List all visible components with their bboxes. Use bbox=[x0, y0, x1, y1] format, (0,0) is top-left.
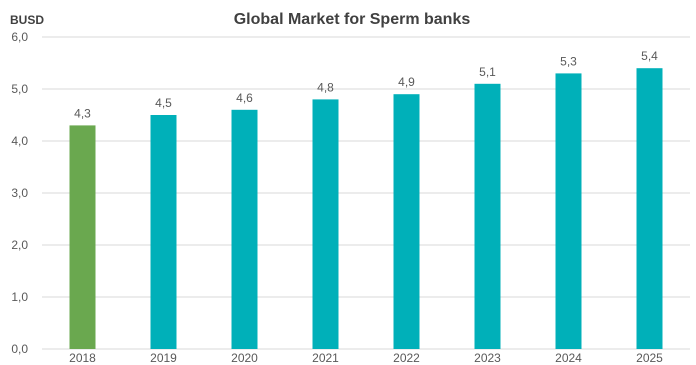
y-tick-label: 0,0 bbox=[11, 342, 28, 356]
data-label-2019: 4,5 bbox=[155, 96, 172, 110]
x-axis-tick-labels: 2018 2019 2020 2021 2022 2023 2024 2025 bbox=[69, 351, 663, 365]
y-tick-label: 3,0 bbox=[11, 186, 28, 200]
x-tick-label-2019: 2019 bbox=[150, 351, 177, 365]
data-label-2023: 5,1 bbox=[479, 65, 496, 79]
x-tick-label-2021: 2021 bbox=[312, 351, 339, 365]
gridlines bbox=[42, 36, 690, 350]
bar-2018 bbox=[69, 125, 96, 350]
x-tick-label-2018: 2018 bbox=[69, 351, 96, 365]
y-axis-tick-labels: 0,0 1,0 2,0 3,0 4,0 5,0 6,0 bbox=[11, 30, 28, 356]
data-label-2020: 4,6 bbox=[236, 91, 253, 105]
bar-2019 bbox=[150, 115, 177, 349]
y-tick-label: 1,0 bbox=[11, 290, 28, 304]
y-tick-label: 5,0 bbox=[11, 82, 28, 96]
bar-2022 bbox=[393, 94, 420, 349]
y-tick-label: 2,0 bbox=[11, 238, 28, 252]
x-tick-label-2024: 2024 bbox=[555, 351, 582, 365]
data-label-2021: 4,8 bbox=[317, 80, 334, 94]
bar-2024 bbox=[555, 73, 582, 350]
data-label-2024: 5,3 bbox=[560, 54, 577, 68]
x-tick-label-2020: 2020 bbox=[231, 351, 258, 365]
x-tick-label-2023: 2023 bbox=[474, 351, 501, 365]
data-label-2018: 4,3 bbox=[74, 106, 91, 120]
bar-2025 bbox=[636, 68, 663, 349]
data-label-2025: 5,4 bbox=[641, 49, 658, 63]
data-labels: 4,3 4,5 4,6 4,8 4,9 5,1 5,3 5,4 bbox=[74, 49, 658, 120]
data-label-2022: 4,9 bbox=[398, 75, 415, 89]
bar-2021 bbox=[312, 99, 339, 350]
bar-2023 bbox=[474, 83, 501, 350]
y-tick-label: 4,0 bbox=[11, 134, 28, 148]
bars bbox=[69, 68, 663, 350]
y-axis-unit-label: BUSD bbox=[10, 13, 44, 27]
y-tick-label: 6,0 bbox=[11, 30, 28, 44]
bar-2020 bbox=[231, 109, 258, 349]
x-tick-label-2025: 2025 bbox=[636, 351, 663, 365]
chart-title: Global Market for Sperm banks bbox=[234, 11, 471, 28]
x-tick-label-2022: 2022 bbox=[393, 351, 420, 365]
